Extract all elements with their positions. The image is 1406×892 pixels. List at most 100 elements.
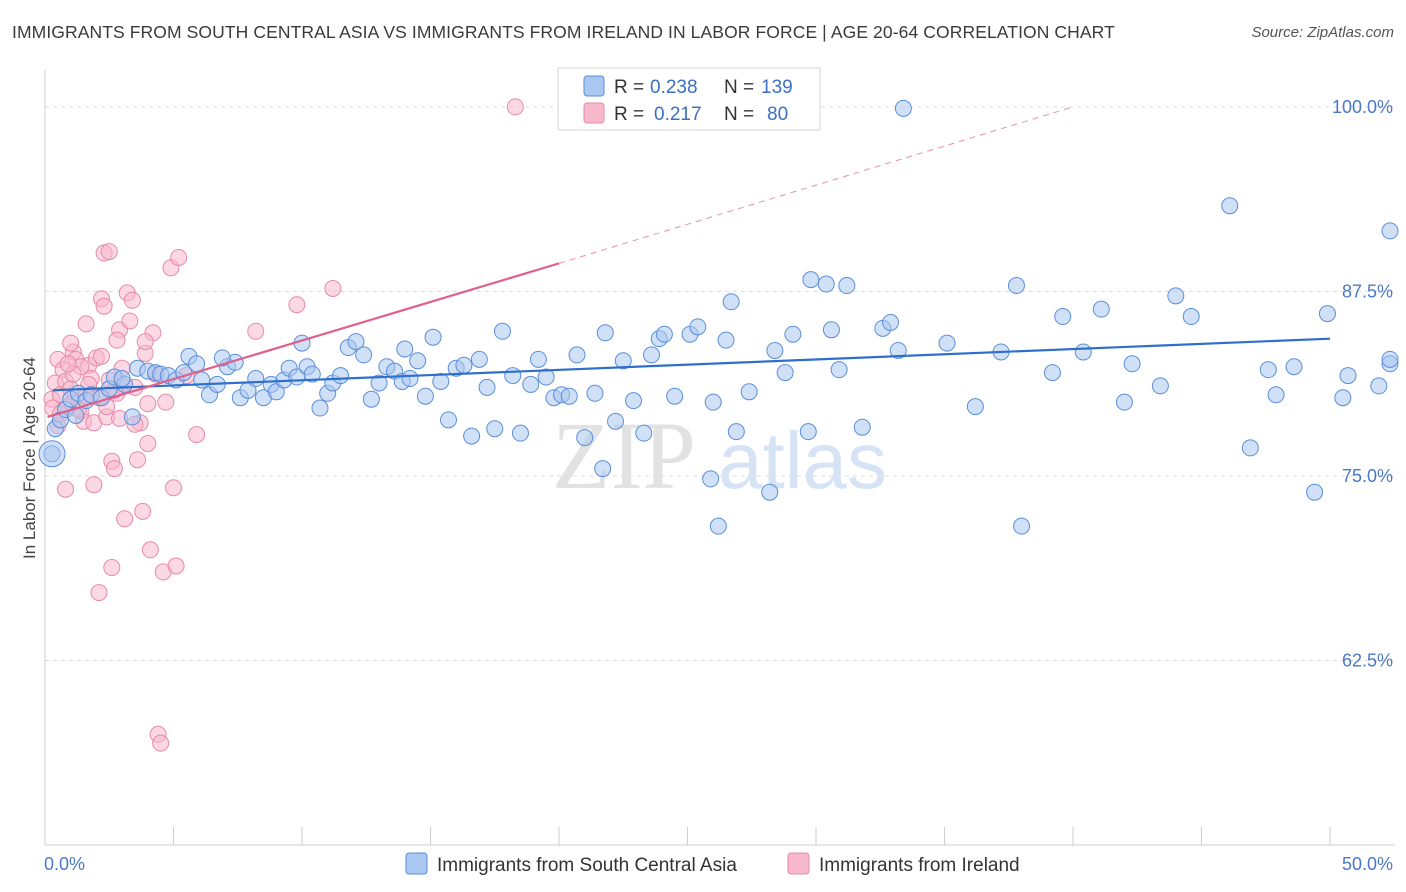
ireland-point-43 (152, 734, 170, 752)
south-central-asia-point-112 (1151, 377, 1169, 395)
south-central-asia-point-106 (1013, 517, 1031, 535)
bottom-legend-label-blue: Immigrants from South Central Asia (437, 855, 737, 876)
bottom-legend-label-pink: Immigrants from Ireland (819, 855, 1020, 876)
south-central-asia-point-54 (432, 372, 450, 390)
south-central-asia-point-117 (1259, 361, 1277, 379)
y-tick-label-0: 62.5% (1342, 650, 1393, 670)
south-central-asia-point-104 (966, 398, 984, 416)
south-central-asia-point-70 (560, 387, 578, 405)
south-central-asia-point-55 (439, 411, 457, 429)
ireland-point-36 (134, 502, 152, 520)
chart-title: IMMIGRANTS FROM SOUTH CENTRAL ASIA VS IM… (12, 22, 1115, 42)
south-central-asia-point-102 (882, 313, 900, 331)
bottom-legend-swatch-pink (787, 852, 810, 875)
trend-line-ireland-extension (558, 106, 1074, 264)
south-central-asia-point-29 (247, 370, 265, 388)
ireland-point-69 (59, 355, 77, 373)
trend-line-ireland (47, 262, 560, 418)
south-central-asia-point-138 (722, 293, 740, 311)
south-central-asia-point-110 (1092, 300, 1110, 318)
ireland-point-59 (103, 558, 121, 576)
ireland-point-45 (157, 393, 175, 411)
legend-r-value-pink: 0.217 (654, 104, 702, 125)
south-central-asia-point-119 (1285, 358, 1303, 376)
south-central-asia-point-74 (594, 460, 612, 478)
south-central-asia-point-50 (401, 370, 419, 388)
ireland-point-47 (165, 479, 182, 497)
south-central-asia-point-95 (802, 271, 820, 289)
ireland-point-53 (288, 296, 306, 314)
south-central-asia-point-129 (938, 334, 956, 352)
ireland-point-55 (506, 98, 524, 116)
south-central-asia-point-44 (355, 346, 373, 364)
y-tick-label-3: 100.0% (1332, 97, 1393, 117)
south-central-asia-point-86 (704, 393, 722, 411)
south-central-asia-point-51 (409, 352, 427, 370)
ireland-point-39 (141, 541, 159, 559)
south-central-asia-point-116 (1241, 439, 1259, 457)
south-central-asia-point-59 (470, 350, 488, 368)
ireland-point-48 (167, 557, 185, 575)
ireland-point-57 (100, 243, 118, 261)
south-central-asia-point-32 (267, 383, 285, 401)
south-central-asia-point-64 (511, 424, 529, 442)
south-central-asia-point-72 (576, 429, 594, 447)
legend-r-label-pink: R = (614, 104, 644, 125)
south-central-asia-point-88 (717, 331, 735, 349)
ireland-point-31 (121, 312, 139, 330)
ireland-point-71 (62, 334, 80, 352)
south-central-asia-point-96 (817, 275, 835, 293)
ireland-point-52 (247, 322, 265, 340)
legend-n-label-blue: N = (724, 77, 754, 98)
south-central-asia-point-127 (1381, 350, 1399, 368)
south-central-asia-point-134 (213, 349, 231, 367)
ireland-point-49 (170, 248, 188, 266)
south-central-asia-point-139 (1007, 277, 1025, 295)
south-central-asia-point-63 (504, 367, 522, 385)
south-central-asia-point-71 (568, 346, 586, 364)
south-central-asia-point-113 (1167, 287, 1185, 305)
legend-swatch-blue (583, 75, 605, 97)
ireland-point-34 (129, 451, 147, 469)
south-central-asia-point-130 (1123, 355, 1141, 373)
south-central-asia-point-108 (1054, 308, 1072, 326)
y-axis-label: In Labor Force | Age 20-64 (20, 357, 39, 559)
ireland-point-29 (116, 510, 134, 528)
ireland-point-51 (188, 426, 206, 444)
trend-lines (47, 106, 1331, 418)
south-central-asia-point-67 (537, 368, 555, 386)
south-central-asia-point-84 (689, 318, 707, 336)
south-central-asia-point-122 (1334, 389, 1352, 407)
south-central-asia-point-121 (1318, 305, 1336, 323)
south-central-asia-point-128 (799, 423, 817, 441)
tick-labels: 62.5% 75.0% 87.5% 100.0% 0.0% 50.0% (44, 97, 1393, 874)
south-central-asia-point-114 (1182, 308, 1200, 326)
south-central-asia-point-46 (370, 374, 388, 392)
south-central-asia-point-37 (303, 365, 321, 383)
south-central-asia-point-131 (894, 99, 912, 117)
south-central-asia-point-92 (766, 341, 784, 359)
south-central-asia-point-126 (1381, 222, 1399, 240)
south-central-asia-point-66 (529, 350, 547, 368)
x-tick-label-1: 50.0% (1342, 854, 1393, 874)
south-central-asia-point-99 (838, 277, 856, 295)
south-central-asia-point-12 (123, 408, 141, 426)
south-central-asia-point-97 (822, 321, 840, 339)
south-central-asia-point-136 (396, 340, 414, 358)
south-central-asia-point-52 (416, 387, 434, 405)
x-tick-label-0: 0.0% (44, 854, 85, 874)
y-tick-label-2: 87.5% (1342, 281, 1393, 301)
bottom-legend-swatch-blue (405, 852, 428, 875)
ireland-point-21 (95, 297, 113, 315)
south-central-asia-point-90 (740, 383, 758, 401)
south-central-asia-point-53 (424, 328, 442, 346)
south-central-asia-point-78 (635, 424, 653, 442)
legend-r-label-blue: R = (614, 77, 644, 98)
south-central-asia-point-115 (1221, 197, 1239, 215)
ireland-point-61 (85, 476, 103, 494)
south-central-asia-point-87 (709, 517, 727, 535)
south-central-asia-point-98 (830, 361, 848, 379)
south-central-asia-point-77 (625, 392, 643, 410)
south-central-asia-point-137 (596, 324, 614, 342)
